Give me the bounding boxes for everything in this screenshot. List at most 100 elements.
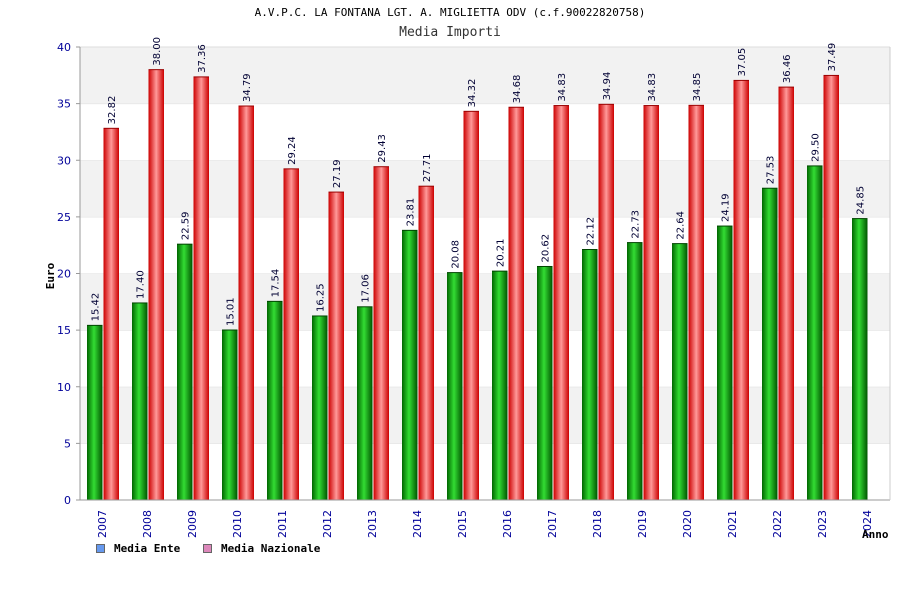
bar-nazionale-2009 bbox=[193, 76, 209, 500]
grid-band bbox=[80, 216, 890, 274]
grid-band bbox=[80, 47, 890, 104]
data-label-nazionale-2017: 34.83 bbox=[557, 73, 568, 102]
data-label-ente-2020: 22.64 bbox=[675, 211, 686, 240]
data-label-nazionale-2020: 34.85 bbox=[692, 73, 703, 102]
data-label-ente-2023: 29.50 bbox=[810, 133, 821, 162]
bar-nazionale-2011 bbox=[283, 168, 299, 500]
data-label-nazionale-2012: 27.19 bbox=[332, 159, 343, 188]
data-label-ente-2013: 17.06 bbox=[360, 274, 371, 303]
bar-ente-2020 bbox=[672, 243, 688, 501]
data-label-ente-2010: 15.01 bbox=[225, 297, 236, 326]
x-tick-label-2017: 2017 bbox=[546, 510, 559, 538]
legend-label-ente: Media Ente bbox=[114, 542, 181, 555]
grid-band bbox=[80, 386, 890, 444]
data-label-nazionale-2019: 34.83 bbox=[647, 73, 658, 102]
y-tick-label-35: 35 bbox=[57, 98, 71, 111]
bar-ente-2021 bbox=[717, 226, 733, 500]
data-label-nazionale-2021: 37.05 bbox=[737, 48, 748, 77]
bar-nazionale-2013 bbox=[373, 166, 389, 500]
labels-group: 15.42 32.82 2007 17.40 38.00 2008 22.59 37.36 20… bbox=[90, 37, 874, 538]
x-tick-label-2015: 2015 bbox=[456, 510, 469, 538]
bar-ente-2019 bbox=[627, 242, 643, 500]
grid-band bbox=[80, 330, 890, 387]
bar-ente-2010 bbox=[222, 330, 238, 500]
bar-nazionale-2014 bbox=[418, 186, 434, 500]
legend-item-nazionale: Media Nazionale bbox=[203, 542, 320, 555]
data-label-nazionale-2018: 34.94 bbox=[602, 72, 613, 101]
data-label-ente-2009: 22.59 bbox=[180, 212, 191, 241]
bar-nazionale-2016 bbox=[508, 107, 524, 501]
bar-ente-2009 bbox=[177, 244, 193, 500]
legend-item-ente: Media Ente bbox=[96, 542, 180, 555]
bar-nazionale-2023 bbox=[823, 75, 839, 500]
data-label-nazionale-2015: 34.32 bbox=[467, 79, 478, 108]
bar-nazionale-2022 bbox=[778, 87, 794, 500]
data-label-ente-2018: 22.12 bbox=[585, 217, 596, 246]
data-label-nazionale-2008: 38.00 bbox=[152, 37, 163, 66]
bar-ente-2016 bbox=[492, 271, 508, 500]
data-label-ente-2021: 24.19 bbox=[720, 193, 731, 222]
x-axis-label: Anno bbox=[862, 528, 889, 541]
bar-nazionale-2010 bbox=[238, 106, 254, 501]
x-tick-label-2023: 2023 bbox=[816, 510, 829, 538]
bar-nazionale-2018 bbox=[598, 104, 614, 500]
data-label-nazionale-2007: 32.82 bbox=[107, 96, 118, 125]
data-label-nazionale-2010: 34.79 bbox=[242, 73, 253, 102]
x-tick-label-2009: 2009 bbox=[186, 510, 199, 538]
data-label-ente-2015: 20.08 bbox=[450, 240, 461, 269]
bar-ente-2024 bbox=[852, 218, 868, 501]
bar-nazionale-2015 bbox=[463, 111, 479, 501]
data-label-ente-2011: 17.54 bbox=[270, 269, 281, 298]
bar-nazionale-2007 bbox=[103, 128, 119, 500]
data-label-ente-2016: 20.21 bbox=[495, 238, 506, 267]
y-tick-label-0: 0 bbox=[64, 494, 71, 507]
data-label-ente-2014: 23.81 bbox=[405, 198, 416, 227]
x-tick-label-2018: 2018 bbox=[591, 510, 604, 538]
bar-ente-2023 bbox=[807, 165, 823, 500]
bar-nazionale-2020 bbox=[688, 105, 704, 500]
data-label-ente-2022: 27.53 bbox=[765, 156, 776, 185]
x-tick-label-2016: 2016 bbox=[501, 510, 514, 538]
grid-band bbox=[80, 103, 890, 161]
x-tick-label-2010: 2010 bbox=[231, 510, 244, 538]
y-tick-label-30: 30 bbox=[57, 154, 71, 167]
bar-ente-2013 bbox=[357, 306, 373, 500]
bar-ente-2008 bbox=[132, 302, 148, 500]
bar-nazionale-2012 bbox=[328, 192, 344, 501]
data-label-ente-2012: 16.25 bbox=[315, 283, 326, 312]
axes-group: 0 5 10 15 20 25 30 35 40 bbox=[57, 41, 891, 507]
x-tick-label-2021: 2021 bbox=[726, 510, 739, 538]
bar-nazionale-2008 bbox=[148, 69, 164, 501]
x-tick-label-2019: 2019 bbox=[636, 510, 649, 538]
y-tick-label-15: 15 bbox=[57, 324, 71, 337]
y-axis-label: Euro bbox=[44, 262, 57, 289]
grid-bands bbox=[80, 46, 890, 500]
chart-subtitle: Media Importi bbox=[399, 25, 501, 40]
bar-ente-2014 bbox=[402, 230, 418, 500]
bar-ente-2017 bbox=[537, 266, 553, 500]
bar-ente-2015 bbox=[447, 272, 463, 500]
x-tick-label-2013: 2013 bbox=[366, 510, 379, 538]
grid-band bbox=[80, 443, 890, 500]
data-label-nazionale-2023: 37.49 bbox=[827, 43, 838, 72]
x-tick-label-2024: 2024 bbox=[861, 510, 874, 538]
y-tick-label-25: 25 bbox=[57, 211, 71, 224]
y-tick-label-5: 5 bbox=[64, 437, 71, 450]
bar-nazionale-2019 bbox=[643, 105, 659, 501]
data-label-ente-2024: 24.85 bbox=[855, 186, 866, 215]
grid-band bbox=[80, 160, 890, 217]
data-label-ente-2007: 15.42 bbox=[90, 293, 101, 322]
data-label-ente-2017: 20.62 bbox=[540, 234, 551, 263]
data-label-nazionale-2009: 37.36 bbox=[197, 44, 208, 73]
bar-ente-2022 bbox=[762, 188, 778, 500]
data-label-nazionale-2014: 27.71 bbox=[422, 154, 433, 183]
x-tick-label-2022: 2022 bbox=[771, 510, 784, 538]
legend-swatch-nazionale bbox=[203, 544, 212, 553]
bar-ente-2011 bbox=[267, 301, 283, 500]
x-tick-label-2007: 2007 bbox=[96, 510, 109, 538]
bar-nazionale-2017 bbox=[553, 105, 569, 501]
y-tick-label-20: 20 bbox=[57, 268, 71, 281]
grid-band bbox=[80, 273, 890, 331]
bar-ente-2012 bbox=[312, 315, 328, 500]
